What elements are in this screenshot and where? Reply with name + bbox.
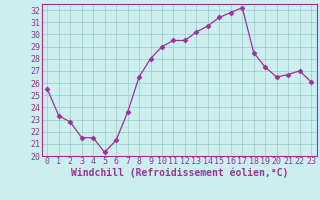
X-axis label: Windchill (Refroidissement éolien,°C): Windchill (Refroidissement éolien,°C) bbox=[70, 168, 288, 178]
